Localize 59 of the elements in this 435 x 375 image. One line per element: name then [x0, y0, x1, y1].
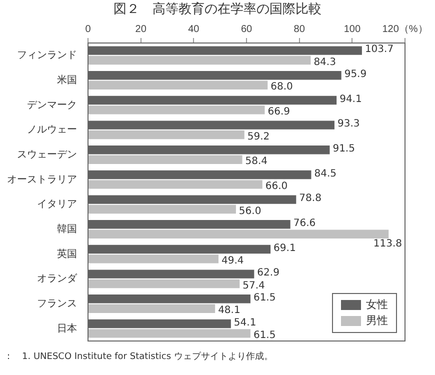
bar: [88, 304, 216, 313]
data-label: 48.1: [218, 305, 240, 316]
data-label: 91.5: [332, 144, 355, 154]
bar: [88, 56, 311, 65]
data-label: 58.4: [245, 156, 268, 168]
y-tick-label: 米国: [57, 74, 77, 86]
legend-label: 女性: [366, 297, 388, 313]
data-label: 84.5: [314, 168, 336, 180]
data-label: 62.9: [257, 268, 280, 279]
y-tick-label: オーストラリア: [7, 174, 77, 186]
bar: [88, 329, 250, 338]
data-label: 54.1: [234, 317, 256, 328]
x-tick-label: 60: [240, 24, 252, 35]
y-tick-label: スウェーデン: [17, 150, 77, 160]
x-tick-label: 100: [344, 24, 361, 35]
x-tick-label: 20: [135, 24, 147, 35]
data-label: 69.1: [274, 242, 296, 254]
x-tick-label: 40: [188, 24, 200, 35]
bar: [88, 279, 240, 288]
data-label: 61.5: [253, 330, 276, 342]
bar: [88, 230, 389, 238]
data-label: 59.2: [247, 131, 270, 142]
data-label: 76.6: [293, 218, 316, 229]
x-tick-label: 0: [85, 24, 92, 35]
y-tick-label: フランス: [37, 298, 77, 310]
x-tick-label: 80: [294, 24, 306, 35]
y-tick-label: 日本: [57, 322, 77, 334]
bar: [88, 254, 218, 264]
y-tick-label: 英国: [57, 248, 77, 260]
x-tick-label: 120（%）: [382, 24, 428, 35]
bar: [88, 80, 268, 90]
data-label: 95.9: [344, 69, 367, 80]
bar: [88, 180, 262, 189]
text: ： 1. UNESCO Institute for Statistics ウェブサイトより作成。: [3, 350, 274, 363]
y-tick-label: オランダ: [37, 272, 78, 285]
data-label: 94.1: [340, 94, 362, 105]
bar: [88, 204, 236, 214]
bar: [88, 155, 242, 164]
data-label: 113.8: [373, 238, 402, 250]
data-label: 93.3: [337, 118, 360, 130]
bar: [88, 130, 244, 140]
y-tick-label: デンマーク: [27, 100, 77, 111]
y-tick-label: フィンランド: [17, 50, 77, 62]
data-label: 57.4: [242, 280, 265, 292]
legend-label: 男性: [366, 313, 388, 329]
y-tick-label: ノルウェー: [27, 124, 77, 136]
y-tick-label: イタリア: [37, 199, 77, 210]
data-label: 66.0: [265, 181, 288, 192]
data-label: 66.9: [268, 106, 290, 118]
y-tick-label: 韓国: [57, 223, 77, 235]
data-label: 49.4: [222, 256, 244, 267]
chart-title: 図２ 高等教育の在学率の国際比較: [112, 0, 322, 19]
bar: [88, 106, 265, 114]
data-label: 68.0: [270, 82, 293, 93]
data-label: 78.8: [299, 193, 322, 204]
data-label: 103.7: [364, 44, 394, 56]
data-label: 84.3: [314, 56, 336, 68]
data-label: 56.0: [238, 206, 262, 217]
data-label: 61.5: [253, 292, 276, 304]
